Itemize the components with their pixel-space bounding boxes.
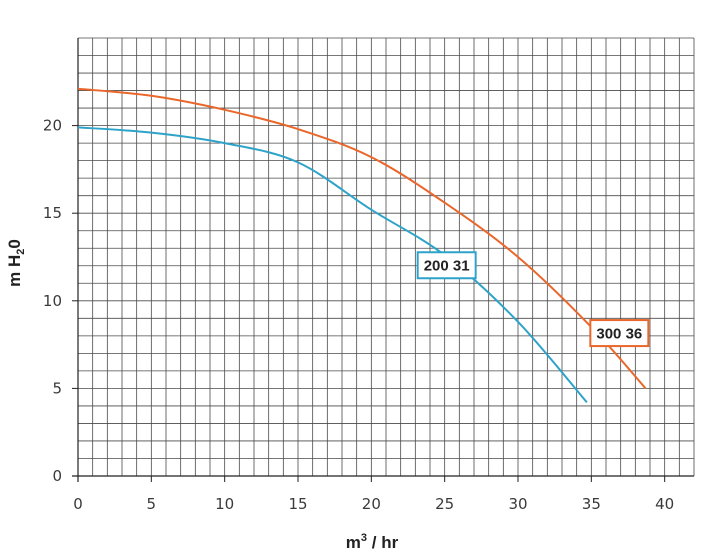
x-tick-label: 20	[362, 495, 381, 513]
grid	[78, 37, 695, 476]
series-label-box: 200 31	[416, 251, 477, 280]
x-tick-label: 25	[435, 495, 454, 513]
y-axis-label-rest: 0	[5, 239, 24, 248]
x-tick-label: 30	[508, 495, 527, 513]
series-label-text: 200 31	[424, 258, 470, 275]
y-tick-label: 5	[52, 379, 62, 397]
y-tick-label: 0	[52, 467, 62, 485]
y-tick-label: 10	[43, 292, 62, 310]
x-tick-label: 10	[215, 495, 234, 513]
x-tick-label: 5	[147, 495, 157, 513]
series-lines	[77, 87, 647, 404]
x-axis-label-rest: / hr	[367, 533, 399, 552]
x-tick-label: 0	[73, 495, 83, 513]
series-label-text: 300 36	[596, 326, 642, 343]
y-axis-label-sub: 2	[15, 249, 27, 255]
x-axis-label-sup: 3	[361, 532, 367, 544]
series-label-box: 300 36	[589, 319, 650, 348]
series-line	[77, 126, 588, 404]
tick-labels: 0 5 10 15 20 25 30 35 40 0 5 10 15 20	[43, 117, 674, 513]
x-tick-label: 15	[288, 495, 307, 513]
y-tick-label: 15	[43, 204, 62, 222]
y-axis-label-base: m H	[5, 255, 24, 287]
y-axis-label: m H20	[5, 239, 27, 287]
y-tick-label: 20	[43, 117, 62, 135]
series-line	[77, 87, 647, 390]
series-label-frame	[416, 251, 477, 280]
series-label-frame	[589, 319, 650, 348]
x-axis-label: m3 / hr	[346, 532, 399, 552]
axes	[72, 38, 694, 482]
x-axis-label-base: m	[346, 533, 361, 552]
x-tick-label: 40	[655, 495, 674, 513]
x-tick-label: 35	[582, 495, 601, 513]
series-labels: 200 31 300 36	[416, 251, 650, 348]
